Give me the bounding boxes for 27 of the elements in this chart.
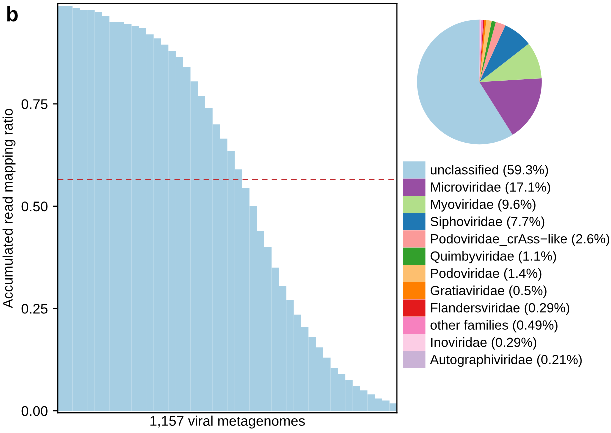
- legend-label: unclassified (59.3%): [431, 165, 548, 178]
- legend-label: other families (0.49%): [430, 320, 558, 333]
- pie-slice: [480, 20, 487, 82]
- pie-slice: [417, 20, 513, 145]
- x-axis-title: 1,157 viral metagenomes: [150, 416, 306, 429]
- y-tick-label: 0.25: [22, 304, 48, 314]
- y-tick-label: 0.00: [22, 406, 48, 416]
- pie-slice: [480, 21, 496, 82]
- legend-label: Autographiviridae (0.21%): [430, 354, 582, 368]
- legend-label: Siphoviridae (7.7%): [430, 216, 545, 230]
- pie-slice: [480, 26, 529, 82]
- text: b: [7, 6, 18, 22]
- legend-label: Podoviridae (1.4%): [431, 268, 542, 281]
- pie-slice: [480, 78, 542, 136]
- legend-label: Gratiaviridae (0.5%): [430, 286, 547, 298]
- y-axis-title: Accumulated read mapping ratio: [2, 109, 16, 308]
- pie-slice: [480, 22, 506, 82]
- pie-slice: [480, 44, 542, 82]
- y-tick-label: 0.75: [22, 99, 48, 110]
- pie-slice: [480, 20, 492, 82]
- legend-label: Inoviridae (0.29%): [431, 338, 536, 350]
- legend-label: Quimbyviridae (1.1%): [430, 251, 556, 264]
- y-tick-label: 0.50: [22, 202, 48, 212]
- legend-label: Podoviridae_crAss−like (2.6%): [431, 234, 610, 246]
- legend-label: Myoviridae (9.6%): [431, 200, 536, 212]
- legend-label: Flandersviridae (0.29%): [431, 303, 570, 316]
- legend-label: Microviridae (17.1%): [431, 182, 550, 195]
